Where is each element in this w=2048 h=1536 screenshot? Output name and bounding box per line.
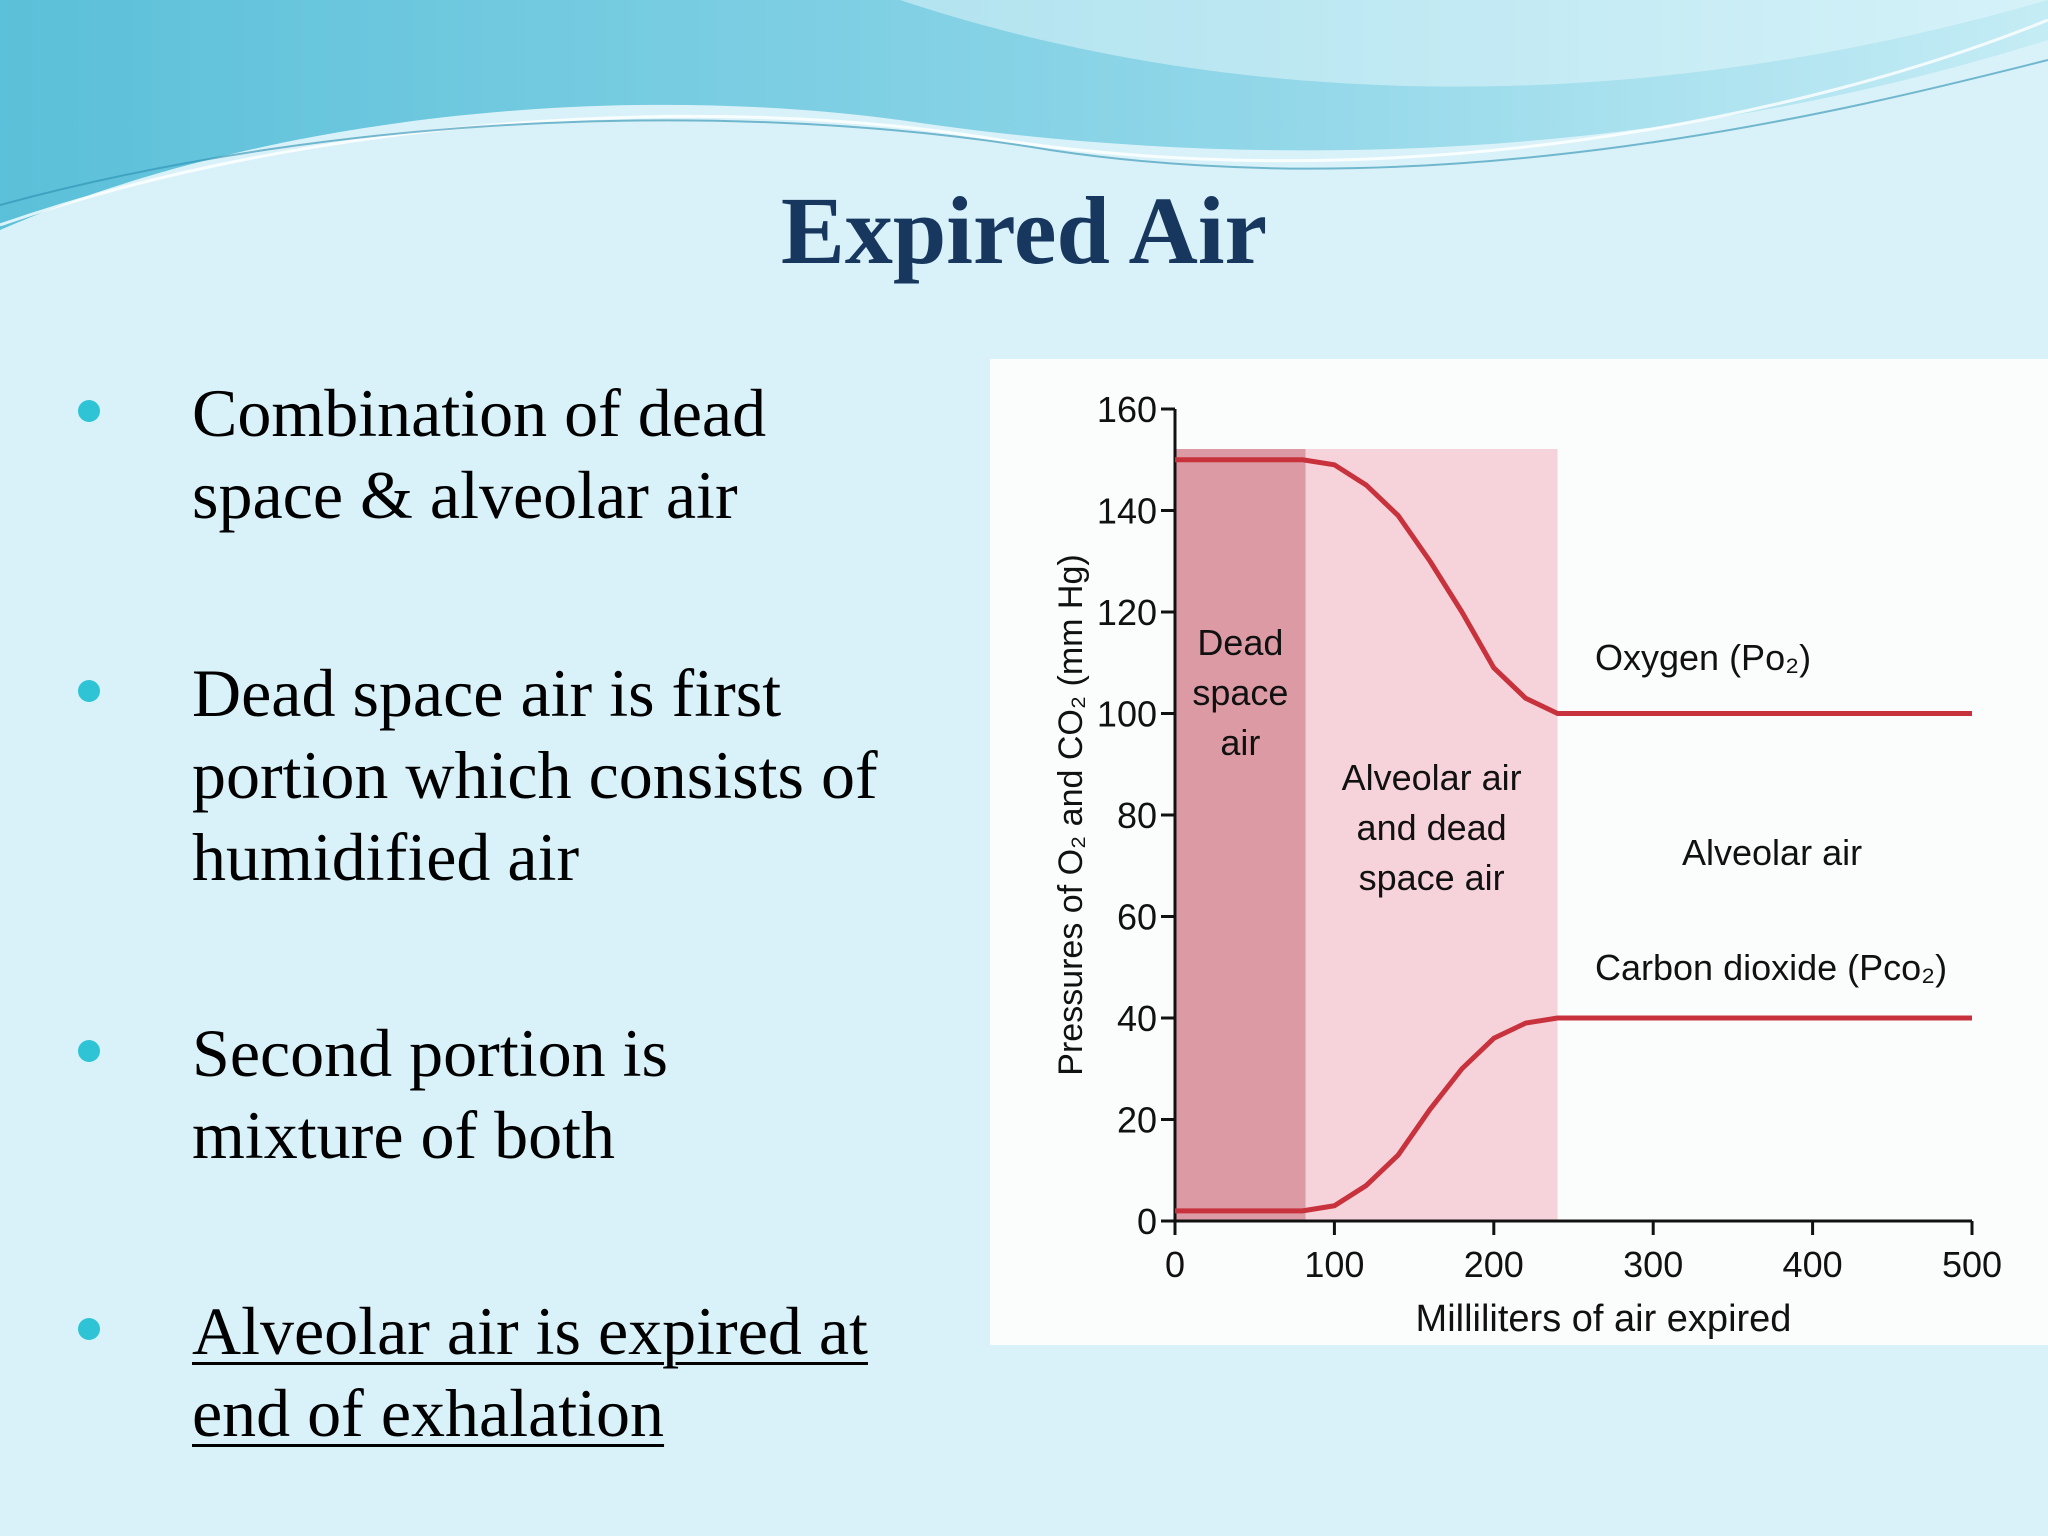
region (1305, 449, 1558, 1221)
bullet-dot (78, 680, 100, 702)
x-tick-label: 0 (1165, 1244, 1185, 1285)
region (1175, 449, 1306, 1221)
bullet-text: Alveolar air is expired at (192, 1293, 868, 1369)
y-tick-label: 80 (1117, 795, 1157, 836)
bullet-dot (78, 1040, 100, 1062)
y-tick-label: 100 (1097, 694, 1157, 735)
slide-title: Expired Air (780, 177, 1268, 284)
x-tick-label: 300 (1623, 1244, 1683, 1285)
bullet-text: space & alveolar air (192, 457, 738, 533)
bullet-text: Combination of dead (192, 375, 767, 451)
y-tick-label: 160 (1097, 389, 1157, 430)
x-tick-label: 100 (1304, 1244, 1364, 1285)
region-label: and dead (1357, 807, 1507, 848)
bullet-text: mixture of both (192, 1097, 616, 1173)
y-axis-label: Pressures of O₂ and CO₂ (mm Hg) (1052, 554, 1090, 1075)
series-label: Carbon dioxide (Pco₂) (1595, 947, 1947, 988)
region-label: air (1220, 722, 1260, 763)
region-label: space (1192, 672, 1288, 713)
region-label: Dead (1197, 622, 1283, 663)
bullet-dot (78, 1318, 100, 1340)
y-tick-label: 140 (1097, 491, 1157, 532)
x-axis-label: Milliliters of air expired (1416, 1298, 1792, 1340)
region-label: Alveolar air (1342, 757, 1522, 798)
annotation: Alveolar air (1682, 832, 1862, 873)
header-wave (0, 0, 2048, 230)
bullet-text: humidified air (192, 819, 580, 895)
series-label: Oxygen (Po₂) (1595, 637, 1811, 678)
bullet-text: end of exhalation (192, 1375, 665, 1451)
x-tick-label: 500 (1942, 1244, 2002, 1285)
y-tick-label: 120 (1097, 592, 1157, 633)
series-line (1175, 457, 1972, 716)
series-line (1175, 1015, 1972, 1214)
bullet-dot (78, 400, 100, 422)
bullet-text: Second portion is (192, 1015, 668, 1091)
y-tick-label: 0 (1137, 1201, 1157, 1242)
y-tick-label: 20 (1117, 1100, 1157, 1141)
y-tick-label: 40 (1117, 998, 1157, 1039)
x-tick-label: 400 (1783, 1244, 1843, 1285)
region-label: space air (1359, 857, 1505, 898)
bullet-text: portion which consists of (192, 737, 878, 813)
y-tick-label: 60 (1117, 897, 1157, 938)
x-tick-label: 200 (1464, 1244, 1524, 1285)
bullet-text: Dead space air is first (192, 655, 782, 731)
